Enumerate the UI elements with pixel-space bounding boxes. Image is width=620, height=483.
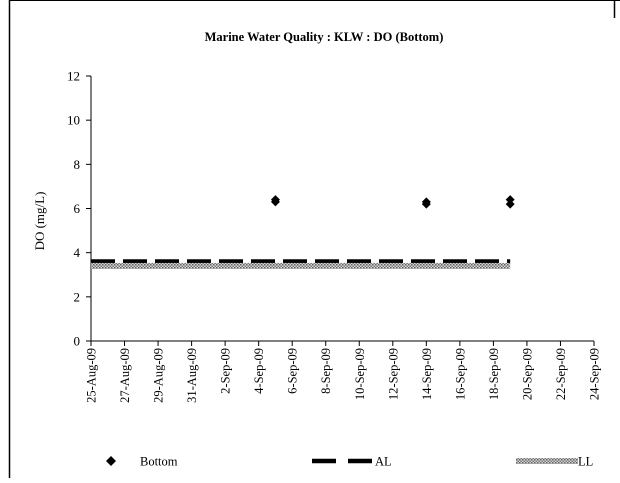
x-tick-label: 22-Sep-09	[554, 348, 568, 400]
x-tick-label: 6-Sep-09	[286, 348, 300, 394]
legend-marker-ll	[516, 458, 578, 464]
y-tick-label: 4	[74, 245, 81, 260]
bottom-point	[421, 197, 431, 207]
y-axis-label: DO (mg/L)	[32, 192, 47, 251]
x-tick-label: 25-Aug-09	[85, 348, 99, 403]
legend-marker-bottom	[106, 456, 116, 466]
y-tick-label: 2	[74, 289, 81, 304]
legend-label-al: AL	[375, 455, 392, 469]
x-tick-label: 16-Sep-09	[453, 348, 467, 400]
y-tick-label: 0	[74, 334, 81, 349]
y-tick-label: 8	[74, 157, 81, 172]
legend-label-ll: LL	[578, 455, 593, 469]
y-tick-label: 12	[67, 69, 80, 84]
x-tick-label: 8-Sep-09	[319, 348, 333, 394]
x-tick-label: 29-Aug-09	[152, 348, 166, 403]
x-tick-label: 20-Sep-09	[520, 348, 534, 400]
chart-title: Marine Water Quality : KLW : DO (Bottom)	[205, 30, 444, 44]
x-tick-label: 14-Sep-09	[420, 348, 434, 400]
legend: Bottom AL LL	[106, 455, 593, 469]
y-tick-label: 10	[67, 113, 80, 128]
y-tick-label: 6	[74, 201, 81, 216]
bottom-point	[270, 195, 280, 205]
y-ticks: 0 2 4 6 8 10 12	[67, 69, 91, 349]
x-tick-label: 18-Sep-09	[487, 348, 501, 400]
x-tick-label: 4-Sep-09	[252, 348, 266, 394]
x-tick-label: 27-Aug-09	[118, 348, 132, 403]
x-tick-label: 2-Sep-09	[219, 348, 233, 394]
x-ticks: 25-Aug-09 27-Aug-09 29-Aug-09 31-Aug-09 2-Se…	[85, 341, 602, 403]
threshold-lines	[91, 259, 511, 269]
axes	[90, 76, 594, 342]
x-tick-label: 10-Sep-09	[353, 348, 367, 400]
data-points	[270, 195, 515, 209]
ll-line	[91, 262, 511, 269]
x-tick-label: 12-Sep-09	[386, 348, 400, 400]
x-tick-label: 31-Aug-09	[185, 348, 199, 403]
x-tick-label: 24-Sep-09	[588, 348, 602, 400]
bottom-point	[505, 195, 515, 205]
legend-label-bottom: Bottom	[140, 455, 178, 469]
